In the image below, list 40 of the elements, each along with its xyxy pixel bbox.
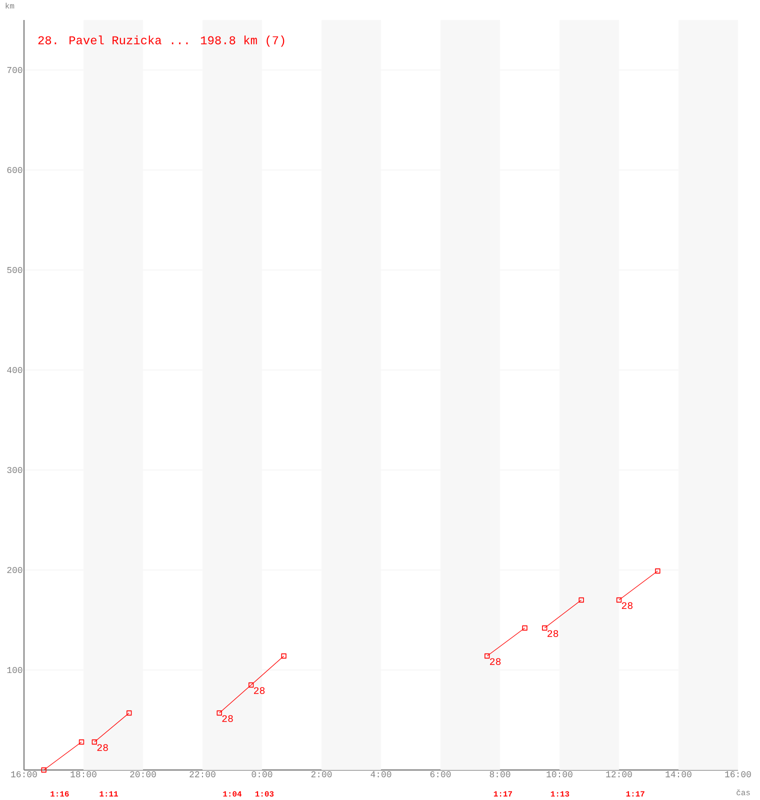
point <box>616 597 622 603</box>
x-tick-label: 6:00 <box>430 771 451 778</box>
point <box>248 682 254 688</box>
y-tick-label: 500 <box>7 266 22 274</box>
x-tick-label: 8:00 <box>490 771 510 778</box>
point <box>41 767 46 773</box>
annotation: 28 <box>222 715 233 722</box>
point <box>126 710 132 716</box>
point <box>92 739 97 745</box>
y-tick-label: 700 <box>7 66 22 74</box>
y-tick-label: 200 <box>7 566 22 574</box>
x-tick-label: 10:00 <box>546 771 572 778</box>
annotation: 28 <box>548 630 558 637</box>
annotation: 28 <box>254 687 265 694</box>
y-tick-label: 600 <box>7 166 22 174</box>
annotation: 28 <box>622 602 633 609</box>
y-tick-label: 400 <box>7 366 22 374</box>
point <box>655 568 660 574</box>
point <box>578 597 584 603</box>
x-tick-label: 4:00 <box>370 771 392 778</box>
x-tick-label: 16:00 <box>725 771 751 778</box>
y-tick-label: 100 <box>7 666 22 674</box>
x-tick-label: 16:00 <box>11 771 37 778</box>
point <box>216 710 222 716</box>
x-tick-label: 0:00 <box>252 771 272 778</box>
point <box>542 625 548 631</box>
text: 28. Pavel Ruzicka ... 198.8 km (7) <box>38 36 284 47</box>
point <box>522 625 528 631</box>
annotation: 28 <box>97 744 108 751</box>
x-tick-label: 12:00 <box>606 771 632 778</box>
x-tick-label: 14:00 <box>666 771 692 778</box>
annotation: 28 <box>490 658 501 665</box>
y-tick-label: 300 <box>7 466 22 474</box>
x-tick-label: 22:00 <box>190 771 216 778</box>
point <box>78 739 84 745</box>
point <box>484 653 490 659</box>
x-tick-label: 20:00 <box>130 771 156 778</box>
x-tick-label: 2:00 <box>311 771 332 778</box>
x-tick-label: 18:00 <box>70 771 96 778</box>
point <box>281 653 286 659</box>
